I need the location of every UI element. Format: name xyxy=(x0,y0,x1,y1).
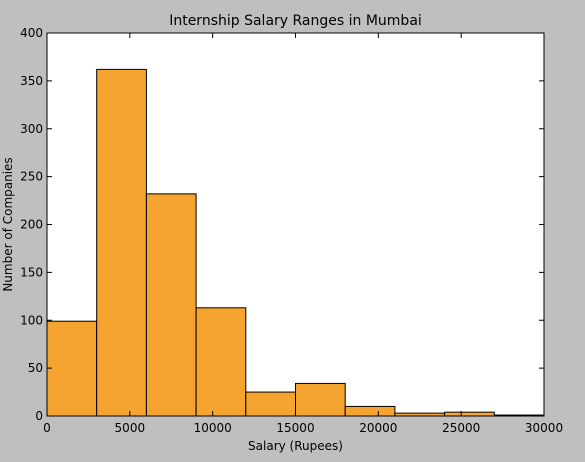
x-tick-label-1: 5000 xyxy=(115,421,146,435)
histogram-bar-1 xyxy=(96,68,147,417)
x-tick-label-2: 10000 xyxy=(194,421,232,435)
x-axis-label: Salary (Rupees) xyxy=(248,439,343,453)
x-tick-label-0: 0 xyxy=(43,421,51,435)
y-tick-label-2: 100 xyxy=(20,313,43,327)
y-tick-label-7: 350 xyxy=(20,74,43,88)
histogram-bar-6 xyxy=(344,405,396,417)
histogram-bar-5 xyxy=(295,382,346,417)
y-tick-label-1: 50 xyxy=(28,361,43,375)
histogram-bar-0 xyxy=(46,320,98,417)
histogram-bar-2 xyxy=(145,193,197,417)
x-tick-label-6: 30000 xyxy=(525,421,563,435)
x-tick-label-4: 20000 xyxy=(359,421,397,435)
x-tick-label-3: 15000 xyxy=(276,421,314,435)
y-tick-label-4: 200 xyxy=(20,218,43,232)
bars-group xyxy=(46,68,545,417)
y-tick-label-3: 150 xyxy=(20,265,43,279)
y-tick-label-8: 400 xyxy=(20,26,43,40)
y-tick-label-5: 250 xyxy=(20,170,43,184)
ticks-group: 0 5000 10000 15000 20000 25000 30000 0 50 100 150 2… xyxy=(20,26,563,435)
histogram-bar-4 xyxy=(245,391,297,417)
histogram-bar-8 xyxy=(444,411,495,417)
chart-title: Internship Salary Ranges in Mumbai xyxy=(169,13,422,29)
x-tick-label-5: 25000 xyxy=(442,421,480,435)
y-tick-label-0: 0 xyxy=(35,409,43,423)
histogram-bar-3 xyxy=(195,307,247,417)
y-tick-label-6: 300 xyxy=(20,122,43,136)
y-axis-label: Number of Companies xyxy=(1,157,15,291)
